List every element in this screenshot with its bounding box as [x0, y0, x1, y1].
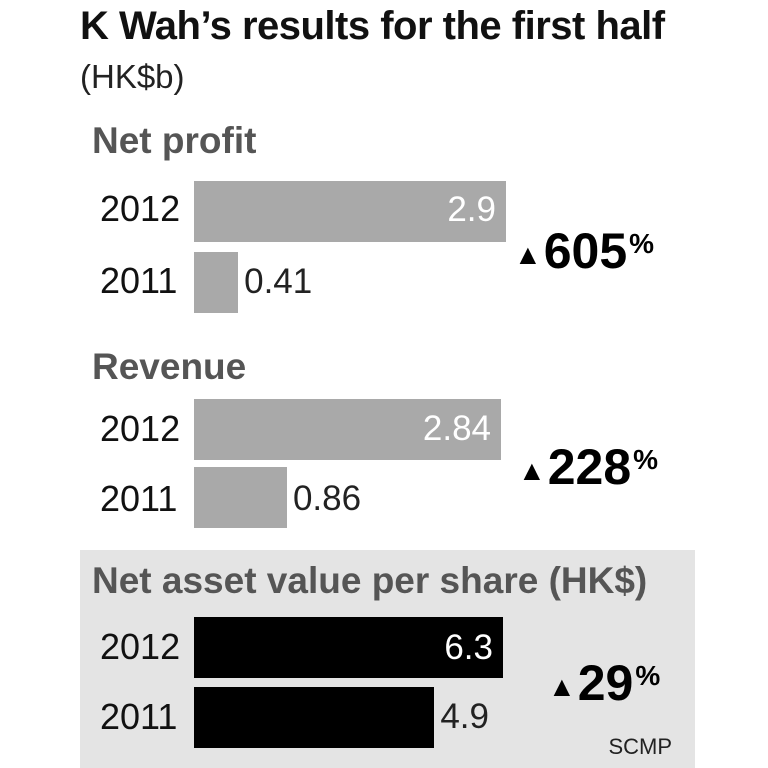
- change-indicator: ▲605%: [514, 222, 654, 280]
- up-triangle-icon: ▲: [514, 238, 542, 270]
- value-label: 6.3: [444, 628, 493, 667]
- change-indicator: ▲228%: [518, 438, 658, 496]
- change-value: 29: [577, 655, 634, 711]
- value-label: 2.84: [422, 409, 491, 448]
- change-value: 228: [547, 439, 632, 495]
- chart-unit: (HK$b): [80, 58, 185, 95]
- bar: [194, 617, 503, 678]
- year-label: 2011: [100, 696, 178, 737]
- change-indicator: ▲29%: [548, 654, 660, 712]
- panel-title: Revenue: [92, 346, 247, 387]
- value-label: 0.86: [292, 479, 362, 518]
- year-label: 2012: [100, 626, 181, 667]
- value-label: 2.9: [447, 190, 496, 229]
- bar: [194, 399, 501, 460]
- panel-title: Net asset value per share (HK$): [92, 560, 648, 601]
- value-label: 4.9: [440, 697, 489, 736]
- bar: [194, 687, 435, 748]
- change-value: 605: [543, 223, 628, 279]
- chart-title: K Wah’s results for the first half: [80, 4, 665, 48]
- panel-title: Net profit: [92, 120, 257, 161]
- value-label: 0.41: [244, 262, 313, 301]
- bar: [194, 252, 239, 313]
- year-label: 2011: [100, 478, 178, 519]
- year-label: 2012: [100, 408, 181, 449]
- source-credit: SCMP: [608, 734, 672, 759]
- year-label: 2011: [100, 260, 178, 301]
- bar: [194, 467, 287, 528]
- change-unit: %: [633, 444, 659, 475]
- up-triangle-icon: ▲: [548, 670, 576, 702]
- change-unit: %: [635, 660, 661, 691]
- up-triangle-icon: ▲: [518, 454, 546, 486]
- change-unit: %: [629, 228, 655, 259]
- year-label: 2012: [100, 188, 181, 229]
- bar: [194, 181, 506, 242]
